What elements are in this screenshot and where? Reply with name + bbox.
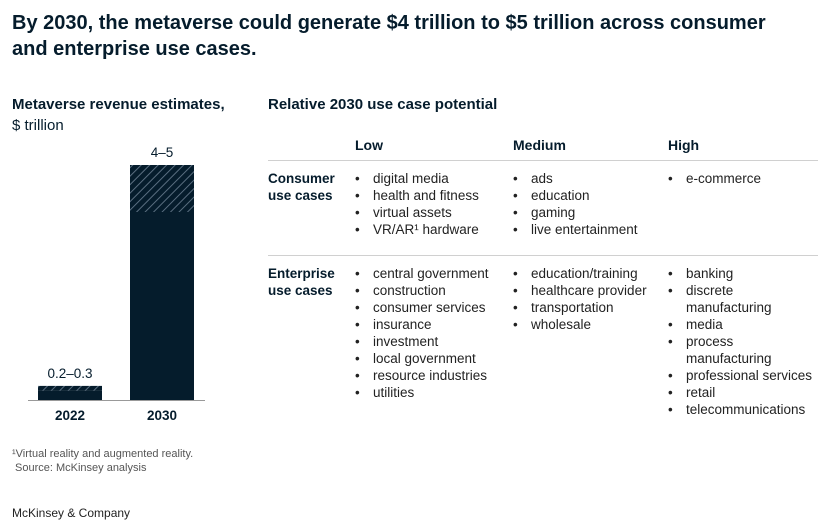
page-title: By 2030, the metaverse could generate $4… — [12, 12, 766, 60]
column-header: High — [668, 137, 700, 153]
list-item: banking — [668, 265, 821, 282]
rule — [268, 160, 818, 161]
footnote: ¹Virtual reality and augmented reality. — [12, 448, 194, 460]
x-tick-label: 2022 — [55, 408, 85, 423]
list-item: professional services — [668, 367, 821, 384]
row-label: Consumer use cases — [268, 171, 335, 203]
list-item: gaming — [513, 204, 671, 221]
footer: McKinsey & Company — [12, 506, 131, 520]
value-label: 0.2–0.3 — [47, 366, 92, 381]
list-item: construction — [355, 282, 513, 299]
list-item: education — [513, 187, 671, 204]
row-label: Enterprise use cases — [268, 266, 335, 298]
list-item: resource industries — [355, 367, 513, 384]
list-item: digital media — [355, 170, 513, 187]
list-item: insurance — [355, 316, 513, 333]
list-item: virtual assets — [355, 204, 513, 221]
bar-low — [130, 212, 194, 400]
value-label: 4–5 — [151, 145, 174, 160]
x-tick-label: 2030 — [147, 408, 177, 423]
list-item: utilities — [355, 384, 513, 401]
list-item: VR/AR¹ hardware — [355, 221, 513, 238]
list-item: transportation — [513, 299, 671, 316]
table-title: Relative 2030 use case potential — [268, 96, 498, 113]
list-item: retail — [668, 384, 821, 401]
list-item: e-commerce — [668, 170, 821, 187]
bar-low — [38, 390, 102, 400]
list-item: health and fitness — [355, 187, 513, 204]
list-item: discrete manufacturing — [668, 282, 821, 316]
list-item: local government — [355, 350, 513, 367]
bar-range — [130, 165, 194, 212]
list-item: live entertainment — [513, 221, 671, 238]
list-item: media — [668, 316, 821, 333]
list-item: healthcare provider — [513, 282, 671, 299]
list-item: investment — [355, 333, 513, 350]
list-item: central government — [355, 265, 513, 282]
chart-subtitle: $ trillion — [12, 117, 64, 134]
list-item: consumer services — [355, 299, 513, 316]
list-item: ads — [513, 170, 671, 187]
rule — [268, 255, 818, 256]
list-item: education/training — [513, 265, 671, 282]
column-header: Medium — [513, 137, 566, 153]
chart-title: Metaverse revenue estimates, — [12, 96, 225, 113]
list-item: wholesale — [513, 316, 671, 333]
column-header: Low — [355, 137, 383, 153]
bar-range — [38, 385, 102, 391]
list-item: telecommunications — [668, 401, 821, 418]
chart: 0.2–0.3 2022 4–5 2030 — [28, 145, 205, 423]
list-item: process manufacturing — [668, 333, 821, 367]
source: Source: McKinsey analysis — [15, 462, 147, 474]
